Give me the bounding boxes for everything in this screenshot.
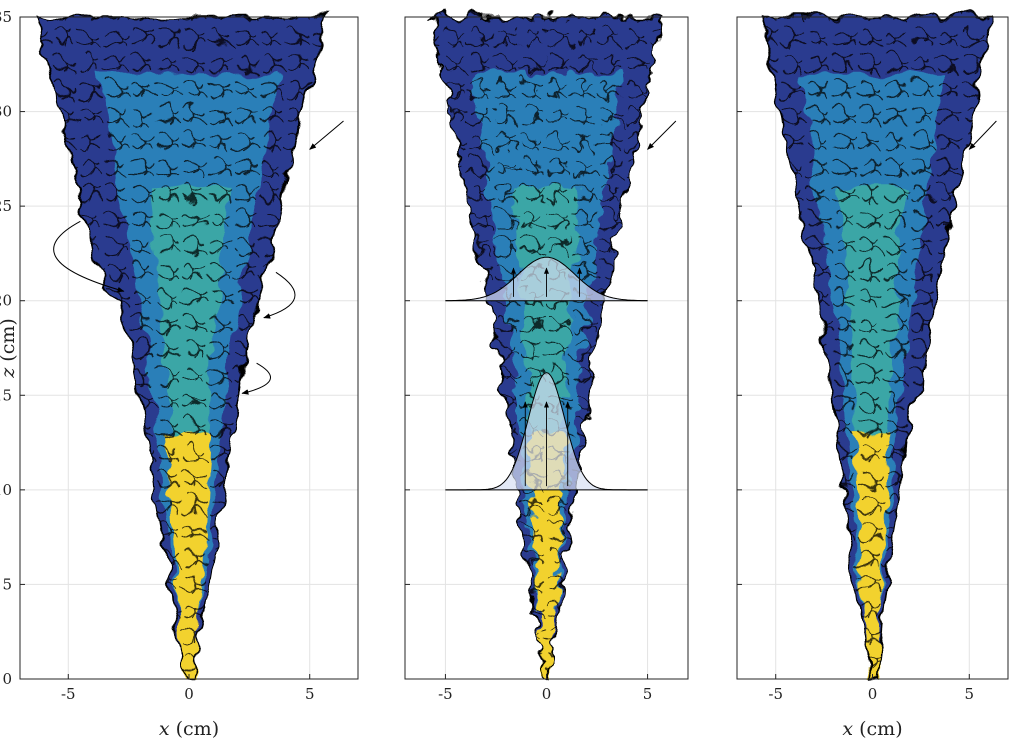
panel-right: -5 0 5 x (cm): [736, 16, 1009, 740]
x-tick-label: -5: [438, 685, 453, 703]
gaussian-profile-curve: [445, 256, 648, 302]
x-tick-label: 5: [965, 685, 975, 703]
entrainment-arrow: [53, 220, 125, 293]
panel-middle: -5 0 5: [404, 16, 689, 703]
jet-plume: [760, 16, 992, 680]
x-axis-label: x (cm): [842, 718, 902, 740]
y-axis-label: z (cm): [0, 318, 19, 379]
y-tick-label: 25: [0, 197, 12, 215]
x-tick-label: 0: [868, 685, 878, 703]
y-tick-label: 0: [2, 670, 12, 688]
x-tick-label: 5: [643, 685, 653, 703]
y-tick-label: 35: [0, 8, 12, 26]
x-tick-label: -5: [61, 685, 76, 703]
entrainment-arrow: [241, 362, 271, 395]
jet-plume: [35, 16, 329, 680]
y-tick-label: 30: [0, 103, 12, 121]
plume-eddy-texture: [430, 17, 663, 679]
y-tick-label: 5: [2, 575, 12, 593]
x-tick-label: 0: [184, 685, 194, 703]
x-axis-label: x (cm): [159, 718, 219, 740]
x-tick-label: 5: [305, 685, 315, 703]
annotation-arrow: [968, 120, 997, 150]
y-tick-label: 20: [0, 292, 12, 310]
x-tick-label: 0: [542, 685, 552, 703]
entrainment-arrow: [263, 271, 296, 319]
annotation-arrow: [309, 120, 344, 150]
plume-eddy-texture: [761, 17, 991, 679]
y-tick-label: 15: [0, 386, 12, 404]
annotation-arrow: [647, 120, 677, 150]
x-tick-label: -5: [768, 685, 783, 703]
plume-eddy-texture: [36, 17, 328, 679]
panel-left: -5 0 5 0 5 10 15 20 25 30 35 x (cm) z (cm): [0, 8, 359, 740]
y-tick-label: 10: [0, 481, 12, 499]
jet-plume: [429, 16, 664, 680]
